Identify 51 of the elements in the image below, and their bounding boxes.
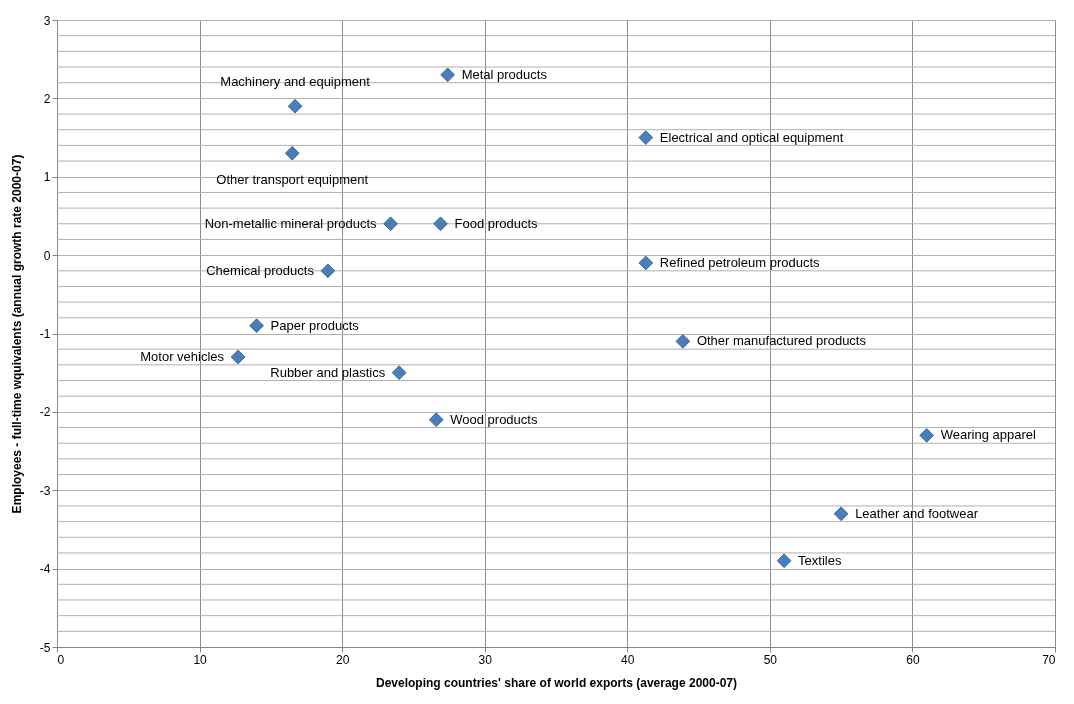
x-tick-label: 0 xyxy=(57,652,65,667)
annotation: Non-metallic mineral products xyxy=(204,215,378,231)
y-tick-label: 3 xyxy=(43,13,51,28)
x-tick-label: 20 xyxy=(335,652,350,667)
point xyxy=(776,553,792,569)
point xyxy=(230,349,246,365)
point xyxy=(638,130,654,145)
annotation: Motor vehicles xyxy=(140,349,225,365)
annotation: Wood products xyxy=(450,411,538,427)
annotation: Wearing apparel xyxy=(940,427,1036,443)
x-tick-label: 60 xyxy=(906,652,920,667)
annotation: Other manufactured products xyxy=(696,333,867,349)
y-tick-label: 2 xyxy=(43,91,51,106)
point xyxy=(287,98,303,114)
x-tick-label: 30 xyxy=(478,652,493,667)
annotation: Machinery and equipment xyxy=(220,74,371,90)
point xyxy=(433,216,448,232)
annotation: Leather and footwear xyxy=(855,505,979,521)
annotation: Electrical and optical equipment xyxy=(659,129,844,145)
annotation: Food products xyxy=(454,215,539,231)
y-tick-label: -3 xyxy=(39,483,51,498)
point xyxy=(440,67,455,83)
point xyxy=(249,318,264,333)
x-axis-title: Developing countries' share of world exports (average 2000-07) xyxy=(376,675,737,690)
point xyxy=(428,412,444,427)
y-tick-label: -2 xyxy=(39,405,51,420)
y-tick-label: 1 xyxy=(43,170,51,185)
annotation: Other transport equipment xyxy=(216,172,369,188)
y-tick-label: -5 xyxy=(39,640,51,655)
point xyxy=(320,263,336,279)
annotation: Rubber and plastics xyxy=(270,364,386,380)
x-tick-label: 40 xyxy=(621,652,635,667)
point xyxy=(638,255,654,271)
y-axis-title: Employees - full-time wquivalents (annual growth rate 2000-07) xyxy=(9,154,24,514)
y-tick-label: -1 xyxy=(39,327,51,341)
annotation: Textiles xyxy=(798,552,842,568)
y-tick-label: -4 xyxy=(39,562,51,577)
point xyxy=(675,334,691,349)
point xyxy=(833,506,849,522)
y-tick-label: 0 xyxy=(43,248,51,263)
x-tick-label: 50 xyxy=(763,652,778,667)
x-tick-label: 10 xyxy=(193,652,208,667)
point xyxy=(919,428,934,443)
annotation: Refined petroleum products xyxy=(659,254,821,270)
annotation: Paper products xyxy=(270,317,360,333)
x-tick-label: 70 xyxy=(1042,652,1056,667)
point xyxy=(383,216,398,232)
annotation: Chemical products xyxy=(206,262,315,278)
point xyxy=(284,145,300,161)
annotation: Metal products xyxy=(461,66,548,82)
point xyxy=(391,365,407,380)
